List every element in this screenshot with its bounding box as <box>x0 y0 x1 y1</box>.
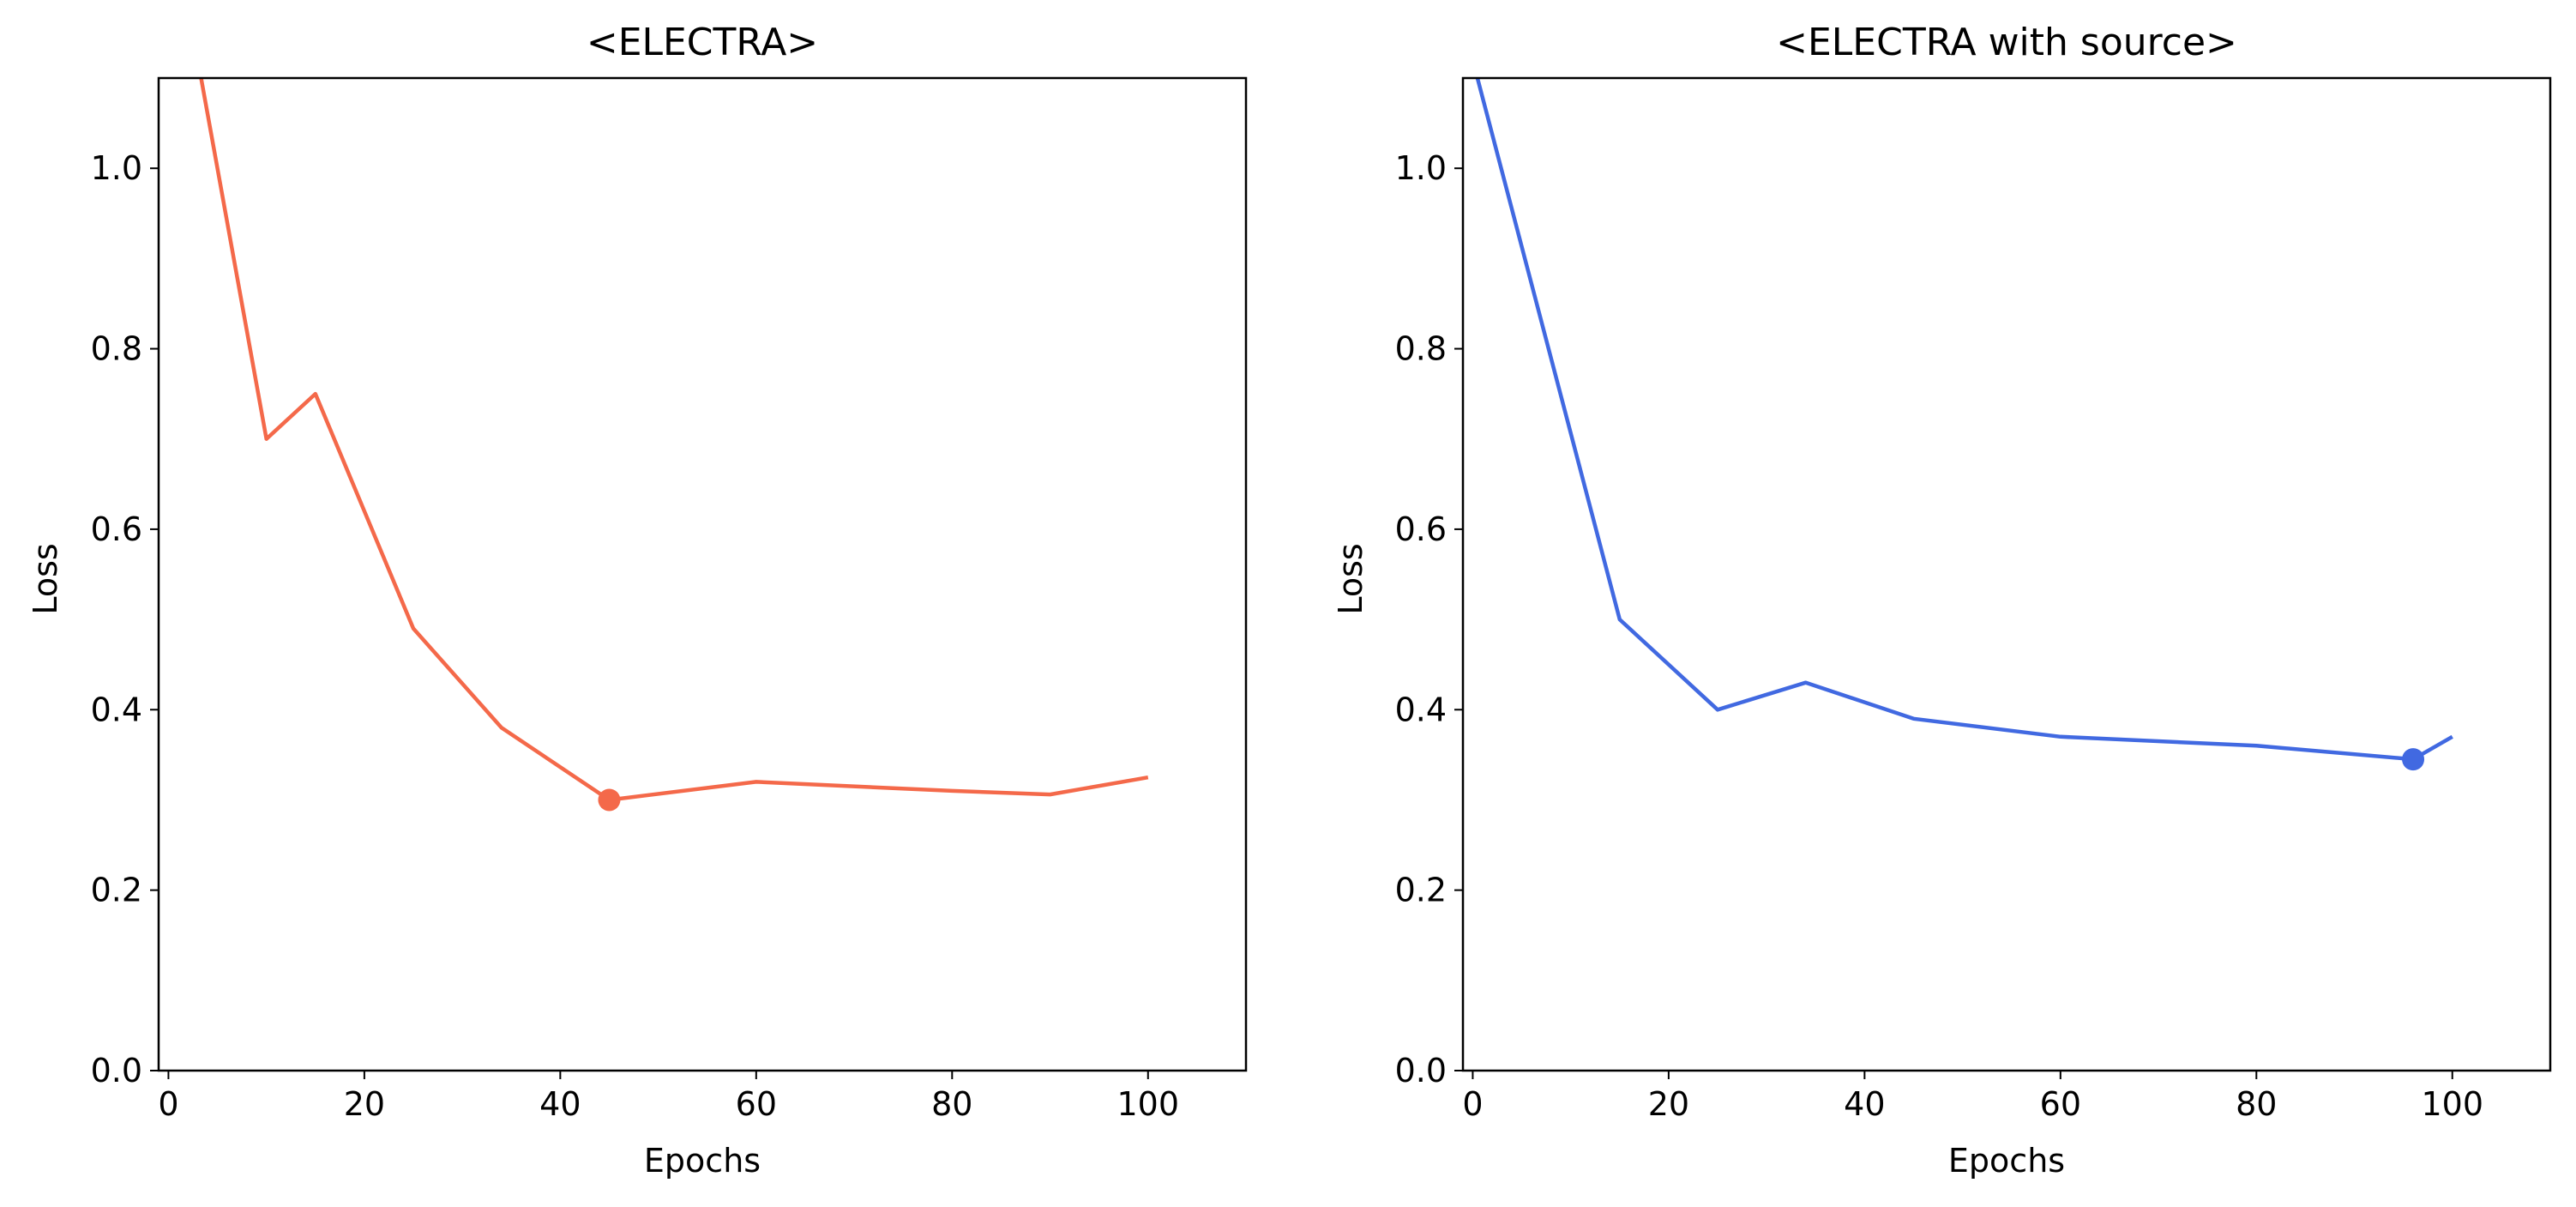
series-line <box>1475 78 2453 762</box>
y-tick-label: 0.2 <box>1395 872 1447 909</box>
series-line <box>199 78 1149 802</box>
x-tick-label: 60 <box>2040 1085 2081 1123</box>
x-tick-label: 20 <box>344 1085 385 1123</box>
data-point-marker <box>598 788 621 812</box>
y-axis-label: Loss <box>27 543 64 614</box>
y-tick-label: 0.8 <box>1395 330 1447 368</box>
plot-area <box>1461 76 2552 1072</box>
axes-frame <box>157 76 1248 1072</box>
chart-panel-electra: <ELECTRA> Epochs Loss 0 20 40 60 80 100 0.0 0.2… <box>27 21 1248 1180</box>
x-axis-label: Epochs <box>1948 1142 2065 1180</box>
x-tick-label: 20 <box>1648 1085 1689 1123</box>
axis-ticks: 0 20 40 60 80 100 0.0 0.2 0.4 0.6 0.8 1.0 <box>91 149 1179 1123</box>
y-tick-label: 0.0 <box>1395 1052 1447 1089</box>
x-tick-label: 0 <box>158 1085 178 1123</box>
x-tick-label: 100 <box>1117 1085 1180 1123</box>
axes-frame <box>1461 76 2552 1072</box>
y-tick-label: 1.0 <box>1395 149 1447 187</box>
y-tick-label: 0.6 <box>91 510 142 548</box>
y-tick-label: 0.2 <box>91 872 142 909</box>
plot-area <box>157 76 1248 1072</box>
x-tick-label: 40 <box>539 1085 581 1123</box>
y-tick-label: 0.4 <box>1395 691 1447 728</box>
chart-panel-electra-with-source: <ELECTRA with source> Epochs Loss 0 20 40 6… <box>1332 21 2552 1180</box>
x-tick-label: 80 <box>931 1085 972 1123</box>
x-tick-label: 100 <box>2422 1085 2484 1123</box>
data-point-marker <box>2402 748 2425 771</box>
x-tick-label: 0 <box>1462 1085 1483 1123</box>
x-axis-label: Epochs <box>644 1142 761 1180</box>
y-tick-label: 0.0 <box>91 1052 142 1089</box>
y-axis-label: Loss <box>1332 543 1369 614</box>
y-tick-label: 0.4 <box>91 691 142 728</box>
y-tick-label: 0.8 <box>91 330 142 368</box>
x-tick-label: 60 <box>736 1085 777 1123</box>
chart-title: <ELECTRA> <box>587 21 818 64</box>
x-tick-label: 40 <box>1844 1085 1885 1123</box>
chart-title: <ELECTRA with source> <box>1776 21 2237 64</box>
axis-ticks: 0 20 40 60 80 100 0.0 0.2 0.4 0.6 0.8 1.0 <box>1395 149 2483 1123</box>
y-tick-label: 1.0 <box>91 149 142 187</box>
y-tick-label: 0.6 <box>1395 510 1447 548</box>
x-tick-label: 80 <box>2236 1085 2277 1123</box>
